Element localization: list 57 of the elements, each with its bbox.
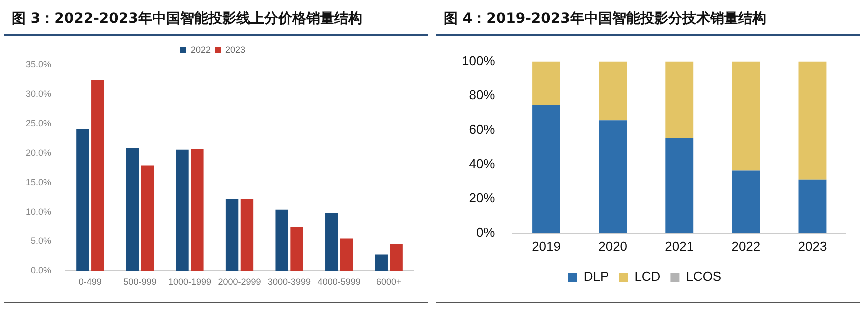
bar xyxy=(340,238,354,272)
x-tick-label: 2000-2999 xyxy=(218,277,262,288)
bar xyxy=(141,166,154,272)
y-tick-label: 10.0% xyxy=(26,206,52,217)
bar xyxy=(290,227,304,272)
legend-label: DLP xyxy=(584,269,610,284)
bar xyxy=(532,62,560,106)
y-tick-label: 30.0% xyxy=(26,88,52,99)
bar xyxy=(176,150,189,272)
chart-title: 图 4：2019-2023年中国智能投影分技术销量结构 xyxy=(436,0,860,36)
bar xyxy=(76,129,90,272)
bar xyxy=(126,148,140,272)
x-tick-label: 1000-1999 xyxy=(168,277,212,288)
bar xyxy=(326,213,338,272)
x-tick-label: 500-999 xyxy=(124,277,157,288)
y-tick-label: 5.0% xyxy=(31,236,52,246)
y-tick-label: 40% xyxy=(469,156,496,172)
chart-title: 图 3：2022-2023年中国智能投影线上分价格销量结构 xyxy=(4,0,428,36)
x-tick-label: 0-499 xyxy=(78,277,102,288)
bar xyxy=(240,199,254,272)
x-tick-label: 2020 xyxy=(598,238,628,254)
bar xyxy=(798,62,827,180)
bar xyxy=(599,62,628,121)
y-tick-label: 20.0% xyxy=(26,148,52,158)
x-tick-label: 3000-3999 xyxy=(268,277,312,288)
bar xyxy=(798,180,827,234)
x-tick-label: 2021 xyxy=(665,238,694,254)
y-tick-label: 0.0% xyxy=(31,266,52,276)
y-tick-label: 25.0% xyxy=(26,118,52,128)
bar xyxy=(732,170,760,234)
x-tick-label: 2022 xyxy=(732,238,761,254)
x-tick-label: 2019 xyxy=(532,238,561,254)
legend-label: LCD xyxy=(634,269,661,284)
bar xyxy=(276,210,288,272)
y-tick-label: 35.0% xyxy=(26,59,52,70)
bar xyxy=(666,138,694,234)
bar xyxy=(599,120,628,234)
bar xyxy=(92,80,104,272)
legend-label: 2022 xyxy=(190,44,212,55)
bar xyxy=(375,254,388,272)
bar xyxy=(666,62,694,138)
x-tick-label: 4000-5999 xyxy=(318,277,361,288)
y-tick-label: 80% xyxy=(469,88,496,103)
legend-label: LCOS xyxy=(686,269,722,284)
y-tick-label: 15.0% xyxy=(26,177,52,188)
y-tick-label: 20% xyxy=(469,190,496,206)
y-tick-label: 100% xyxy=(462,53,496,68)
legend-label: 2023 xyxy=(226,44,246,55)
y-tick-label: 60% xyxy=(469,122,496,138)
y-tick-label: 0% xyxy=(476,224,496,240)
bar xyxy=(226,199,239,272)
x-tick-label: 6000+ xyxy=(376,277,402,288)
x-tick-label: 2023 xyxy=(798,238,828,254)
bar xyxy=(390,244,403,272)
bar xyxy=(532,105,560,234)
bar xyxy=(191,149,204,272)
bar xyxy=(732,62,760,171)
